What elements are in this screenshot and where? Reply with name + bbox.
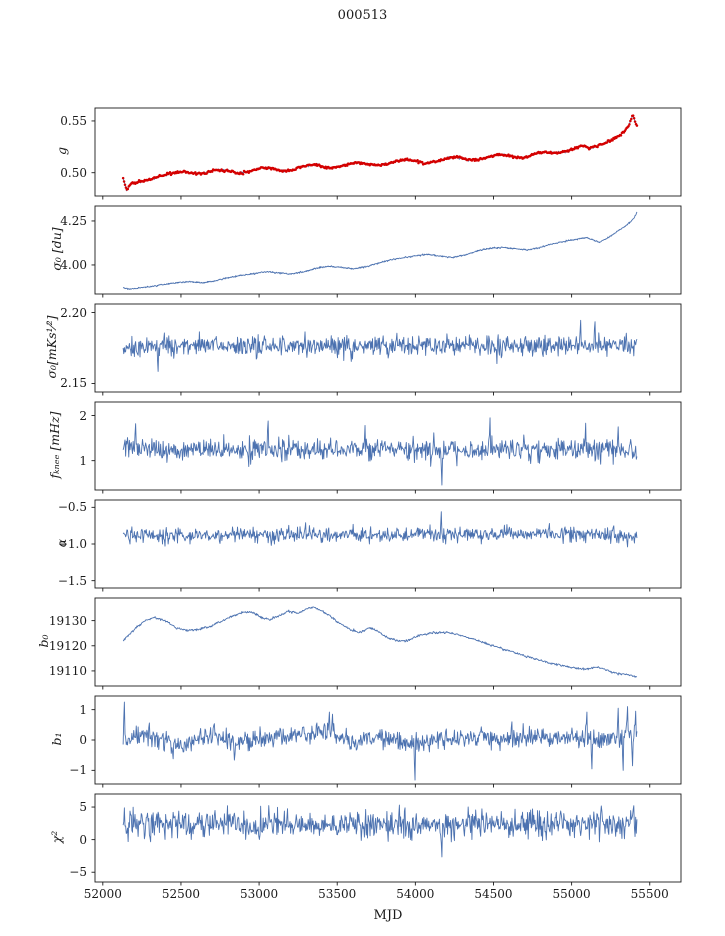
y-tick-label: 0.50	[60, 165, 87, 180]
x-tick-label: 52500	[161, 887, 201, 901]
x-tick-label: 53000	[239, 887, 279, 901]
y-tick-label: 2.20	[60, 305, 87, 320]
x-tick-label: 55500	[630, 887, 669, 901]
y-tick-label: 0.55	[60, 113, 87, 128]
figure-title: 000513	[337, 8, 388, 23]
y-tick-label: 1	[79, 702, 87, 717]
x-tick-label: 53500	[318, 887, 357, 901]
y-tick-label: 0	[79, 733, 87, 747]
x-tick-label: 54000	[396, 887, 435, 901]
y-tick-label: 19120	[48, 638, 87, 653]
x-tick-label: 54500	[474, 887, 513, 901]
x-axis-label: MJD	[373, 908, 403, 923]
y-tick-label: 2	[79, 408, 87, 423]
y-tick-label: 19130	[48, 613, 87, 628]
y-tick-label: 4.25	[60, 213, 87, 228]
y-tick-label: −1.0	[57, 537, 87, 551]
x-tick-label: 55000	[552, 887, 591, 901]
y-tick-label: −5	[69, 865, 87, 880]
y-tick-label: 4.00	[60, 257, 87, 272]
x-tick-label: 52000	[83, 887, 122, 901]
y-tick-label: 0	[79, 832, 87, 847]
y-tick-label: 1	[79, 453, 87, 468]
y-tick-label: 2.15	[60, 376, 87, 391]
y-tick-label: 19110	[48, 663, 87, 678]
y-tick-label: 5	[79, 800, 87, 815]
y-tick-label: −1.5	[57, 573, 87, 588]
y-tick-label: −0.5	[57, 500, 87, 515]
y-axis-label: χ²	[49, 830, 64, 844]
y-tick-label: −1	[69, 763, 87, 778]
y-axis-label: α	[54, 538, 69, 548]
